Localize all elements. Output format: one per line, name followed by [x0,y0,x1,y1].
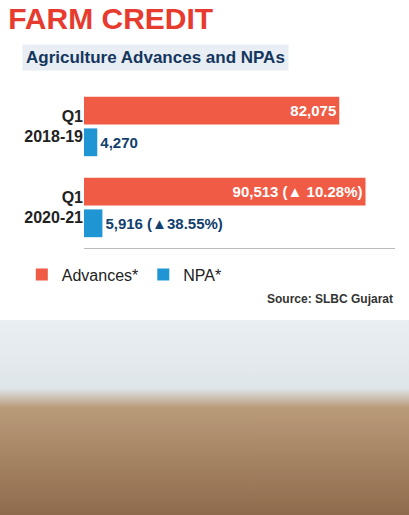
svg-text:90,513 (▲ 10.28%): 90,513 (▲ 10.28%) [233,183,363,200]
svg-text:Q12020-21: Q12020-21 [24,189,83,227]
svg-text:4,270: 4,270 [100,134,138,151]
svg-text:5,916 (▲38.55%): 5,916 (▲38.55%) [105,215,222,232]
svg-text:Source: SLBC Gujarat: Source: SLBC Gujarat [267,292,393,306]
svg-text:Agriculture Advances and NPAs: Agriculture Advances and NPAs [26,48,285,67]
svg-text:Q12018-19: Q12018-19 [24,108,83,146]
svg-text:NPA*: NPA* [183,267,221,284]
svg-text:82,075: 82,075 [290,102,336,119]
svg-text:Advances*: Advances* [62,267,139,284]
svg-text:FARM CREDIT: FARM CREDIT [8,2,213,35]
